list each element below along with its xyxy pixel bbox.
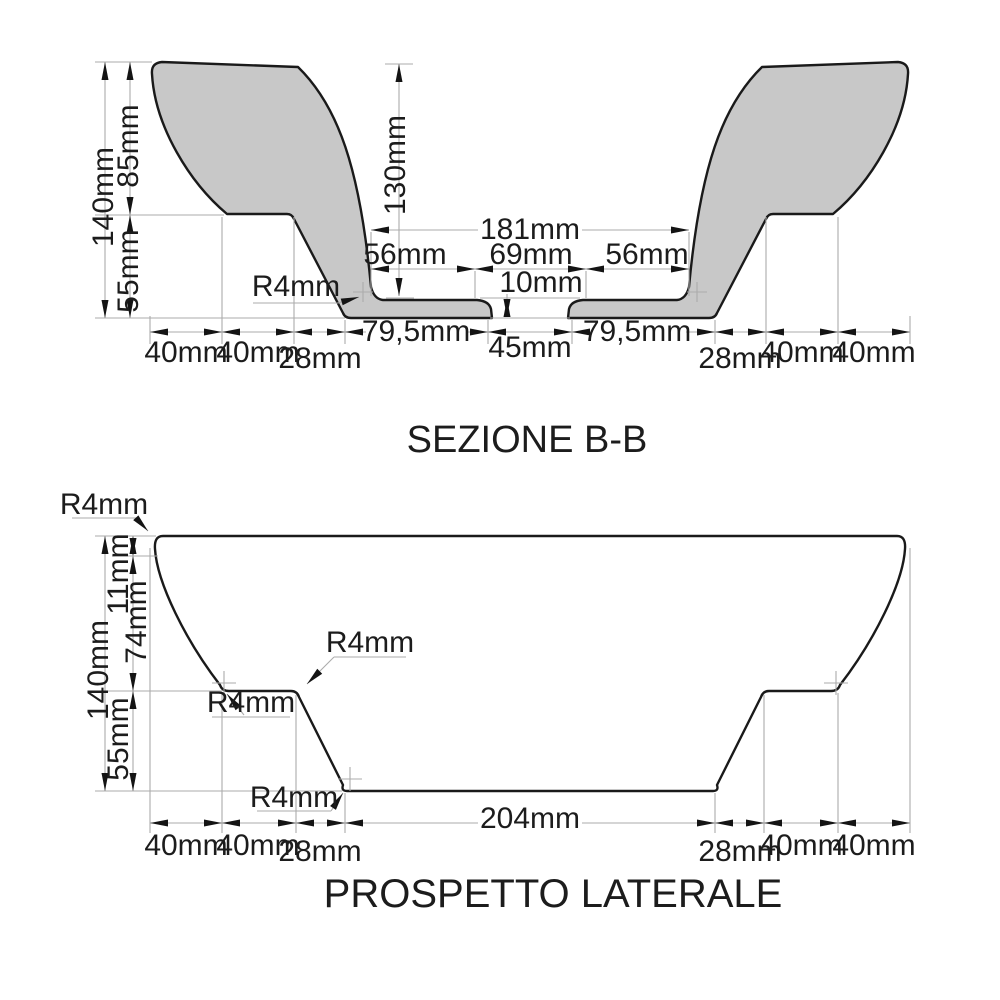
side-title: PROSPETTO LATERALE — [324, 872, 783, 916]
dim-label-side-off-left-2: 40mm — [216, 829, 299, 862]
section-right-wall-profile — [566, 60, 910, 320]
fillet-step-leader — [306, 656, 335, 685]
section-left-wall-profile — [150, 60, 494, 320]
section-shape — [150, 60, 910, 320]
side-profile-outline — [153, 534, 907, 793]
dim-label-side-off-right-2: 40mm — [759, 829, 842, 862]
dim-label-off-left-2: 40mm — [216, 336, 299, 369]
dim-label-upper-height: 85mm — [112, 104, 145, 187]
dim-label-base-right: 79,5mm — [583, 315, 691, 348]
dim-label-center-width: 69mm — [489, 238, 572, 271]
dim-label-off-left-1: 40mm — [144, 336, 227, 369]
section-view: 140mm 85mm 55mm 130mm 181mm 56mm 69mm 56… — [87, 60, 916, 461]
side-view: R4mm 11mm 74mm 140mm 55mm R4mm R4mm R4mm… — [60, 488, 916, 916]
dim-label-base-left: 79,5mm — [362, 315, 470, 348]
dim-label-fillet-step: R4mm — [326, 626, 414, 659]
dim-label-side-total-height: 140mm — [82, 620, 115, 720]
dim-label-base-length: 204mm — [480, 802, 580, 835]
side-dimension-lines — [72, 515, 910, 827]
dim-label-side-off-left-3: 28mm — [278, 835, 361, 868]
dim-label-off-right-1: 40mm — [832, 336, 915, 369]
fillet-leader-line — [253, 296, 360, 306]
dim-label-shelf-left: 56mm — [363, 238, 446, 271]
corner-radius-leader — [72, 515, 149, 532]
dim-label-shelf-right: 56mm — [605, 238, 688, 271]
dim-label-lower-height: 55mm — [112, 229, 145, 312]
dim-label-off-right-2: 40mm — [760, 336, 843, 369]
dim-label-side-off-right-1: 40mm — [832, 829, 915, 862]
dim-label-inner-depth: 130mm — [379, 115, 412, 215]
dim-label-off-right-3: 28mm — [698, 342, 781, 375]
section-dimension-lines — [101, 62, 910, 336]
dim-label-wall-height: 74mm — [120, 580, 153, 663]
dim-label-base-height: 55mm — [102, 697, 135, 780]
section-dimension-labels: 140mm 85mm 55mm 130mm 181mm 56mm 69mm 56… — [87, 104, 916, 375]
fillet-left-leader — [226, 693, 245, 716]
dim-label-fillet-radius: R4mm — [252, 270, 340, 303]
dim-label-side-off-left-1: 40mm — [144, 829, 227, 862]
fillet-bottom-leader — [330, 792, 344, 812]
dim-label-side-off-right-3: 28mm — [698, 835, 781, 868]
side-dimension-labels: R4mm 11mm 74mm 140mm 55mm R4mm R4mm R4mm… — [60, 488, 916, 868]
dim-label-total-height: 140mm — [87, 147, 120, 247]
dim-label-gap-width: 45mm — [488, 331, 571, 364]
dim-label-fillet-bottom: R4mm — [250, 781, 338, 814]
section-title: SEZIONE B-B — [407, 419, 648, 461]
dim-label-fillet-left: R4mm — [207, 686, 295, 719]
side-extension-lines — [95, 535, 911, 833]
dim-label-inner-width: 181mm — [480, 213, 580, 246]
dim-label-plate-thickness: 10mm — [499, 266, 582, 299]
dim-label-rim-height: 11mm — [102, 533, 135, 614]
dim-label-off-left-3: 28mm — [278, 342, 361, 375]
dim-label-corner-radius: R4mm — [60, 488, 148, 521]
